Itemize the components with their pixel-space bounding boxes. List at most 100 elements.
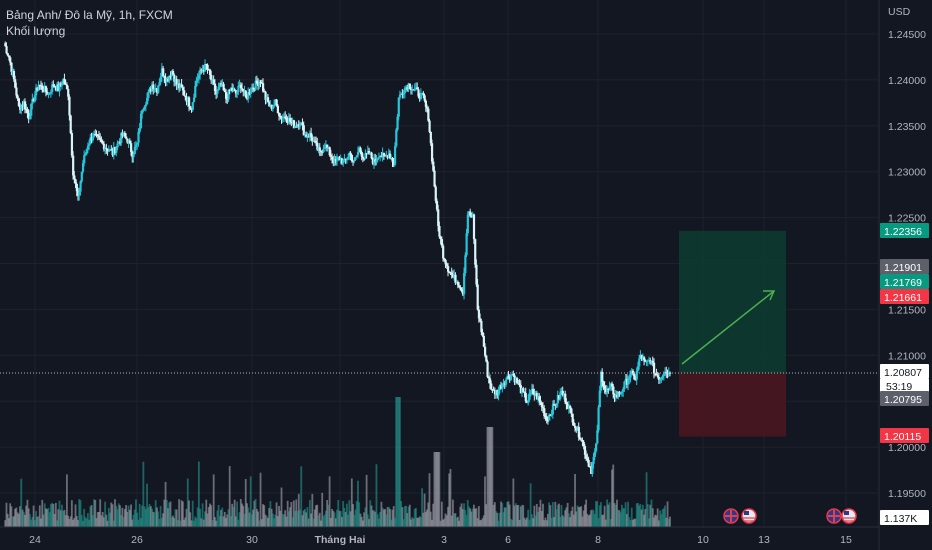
candle-body (609, 383, 612, 387)
volume-bar (471, 508, 474, 527)
volume-bar (247, 507, 250, 527)
entry-price-tag: 1.20795 (880, 391, 929, 406)
candle-body (651, 360, 654, 363)
candle-body (322, 148, 325, 153)
volume-bar (339, 511, 342, 527)
volume-bar (41, 499, 44, 527)
candle-body (501, 383, 504, 389)
candle-body (632, 370, 635, 374)
volume-bar (593, 514, 596, 527)
price-axis[interactable]: USD 1.245001.240001.235001.230001.225001… (878, 0, 926, 550)
time-axis[interactable]: 24 26 30 Tháng Hai 3 6 8 10 13 15 (0, 526, 879, 546)
volume-bar (296, 510, 299, 527)
volume-bar (57, 509, 60, 527)
candle-body (31, 98, 34, 104)
volume-bar (281, 514, 284, 527)
volume-bar (370, 505, 373, 527)
candle-body (237, 85, 240, 92)
volume-bar (318, 512, 321, 527)
candle-body (665, 371, 668, 373)
volume-bar (496, 512, 499, 527)
currency-label: USD (888, 6, 911, 18)
volume-bar (52, 504, 55, 527)
trend-arrow[interactable] (681, 290, 776, 365)
candle-body (361, 156, 365, 159)
volume-bar (212, 474, 215, 527)
candle-body (265, 97, 268, 100)
event-flags[interactable] (723, 508, 857, 524)
candle-body (286, 121, 289, 123)
candle-body (617, 391, 620, 398)
volume-bar (519, 506, 522, 527)
volume-bar (36, 516, 39, 527)
candle-body (381, 152, 384, 157)
last-price-tag-label: 1.20807 (884, 367, 922, 379)
volume-bar (169, 501, 172, 527)
candle-body (170, 70, 173, 77)
volume-bar (236, 501, 238, 527)
volume-bar (61, 504, 63, 527)
volume-bar (500, 501, 502, 527)
candle-body (565, 402, 568, 405)
volume-bar (22, 511, 25, 527)
candle-body (4, 43, 7, 47)
candle-body (453, 274, 456, 278)
candle-body (62, 79, 65, 85)
volume-bar (265, 516, 268, 527)
candle-body (326, 144, 329, 149)
volume-bar (556, 504, 559, 527)
volume-bar (125, 505, 127, 527)
candle-body (493, 390, 497, 395)
candle-body (421, 93, 424, 95)
volume-bar (493, 502, 496, 527)
volume-bar (160, 518, 163, 527)
candle-body (201, 70, 204, 72)
candle-body (139, 113, 143, 129)
candle-body (377, 157, 381, 159)
volume-bar (332, 510, 335, 527)
volume-bar (625, 514, 628, 527)
candle-body (456, 281, 460, 286)
volume-bar (438, 452, 441, 527)
volume-bar (9, 503, 12, 527)
volume-bar (218, 515, 221, 527)
red-price-tag: 1.21661 (880, 289, 929, 304)
candle-body (660, 378, 663, 380)
candle-body (301, 122, 304, 126)
candle-body (134, 144, 138, 148)
volume-bar (442, 519, 444, 527)
candle-body (137, 131, 140, 143)
volume-bar (103, 517, 105, 527)
candle-body (281, 117, 284, 119)
candle-body (231, 87, 234, 92)
candle-body (395, 129, 398, 147)
candle-body (639, 354, 642, 359)
volume-bar (358, 502, 361, 527)
candle-body (599, 371, 603, 391)
volume-bar (31, 516, 34, 527)
candle-body (385, 155, 388, 157)
candle-body (51, 84, 54, 92)
volume-bar (628, 517, 631, 527)
candle-body (47, 93, 50, 95)
volume-bar (107, 507, 110, 527)
candle-body (428, 120, 431, 132)
volume-bar (119, 505, 121, 527)
volume-bar (104, 501, 107, 527)
volume-bar (78, 499, 81, 527)
candle-body (389, 153, 392, 159)
loss-zone[interactable] (679, 373, 786, 437)
candle-body (459, 287, 462, 290)
candle-body (463, 272, 466, 295)
price-tags: 1.22356 1.21901 1.21769 1.21661 1.20807 53:19… (880, 223, 929, 525)
candle-body (564, 393, 567, 403)
candle-body (23, 101, 27, 110)
volume-bar (539, 499, 542, 527)
volume-bar (612, 464, 615, 527)
candle-body (83, 155, 86, 164)
profit-zone[interactable] (679, 230, 786, 374)
volume-bar (288, 511, 290, 527)
candle-body (635, 370, 638, 380)
us-flag-icon (741, 508, 757, 524)
